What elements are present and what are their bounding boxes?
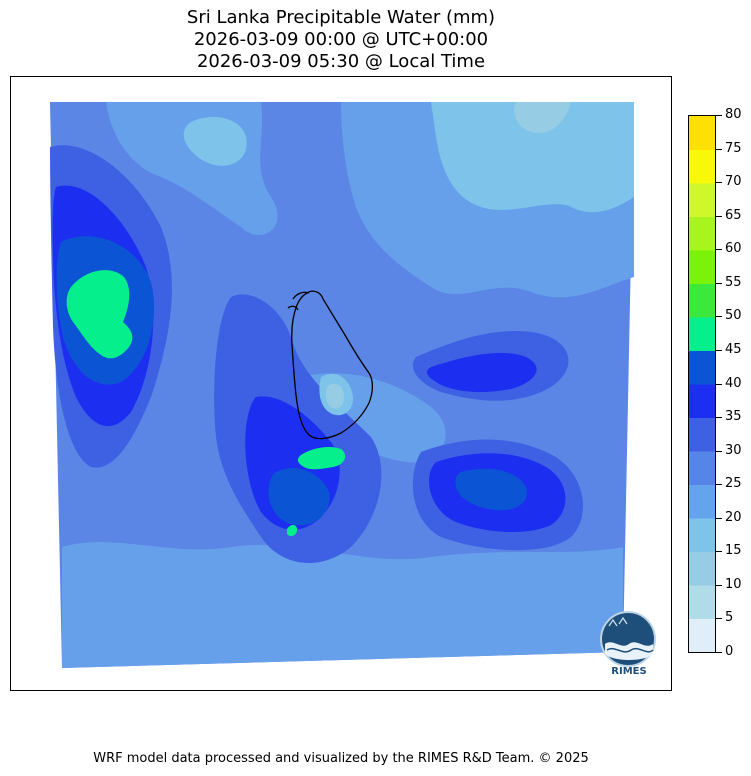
field-dark-ne [426,352,537,393]
field-pale-spot-n [183,117,247,166]
colorbar-swatch-55 [689,250,715,284]
colorbar-tick-label: 65 [725,207,742,223]
colorbar-swatch-5 [689,585,715,619]
colorbar-swatch-0 [689,618,715,652]
colorbar-tick-mark [716,383,722,385]
colorbar-tick-mark [716,450,722,452]
title-line-3: 2026-03-09 05:30 @ Local Time [196,51,486,72]
colorbar-swatch-60 [689,216,715,251]
precipitable-water-map [50,102,634,668]
colorbar-swatches [689,116,715,652]
field-peak-west [66,270,133,359]
colorbar-tick-mark [716,115,722,116]
sri-lanka-coastline [291,290,374,440]
colorbar-swatch-70 [689,149,715,184]
map-panel [10,76,672,691]
colorbar-swatch-45 [689,317,715,351]
rimes-logo: RIMES [599,610,659,678]
colorbar-tick-label: 5 [725,610,734,626]
field-lightest-spot-ne [514,102,571,133]
colorbar-swatch-40 [689,350,715,385]
colorbar-tick-mark [716,249,722,251]
field-light-band-s [62,542,623,668]
colorbar-tick-mark [716,618,722,620]
colorbar-tick-label: 70 [725,174,742,190]
field-darker-east [455,468,527,511]
colorbar-tick-mark [716,349,722,351]
colorbar-tick-label: 30 [725,442,742,458]
colorbar-tick-mark [716,282,722,284]
logo-text: RIMES [611,666,647,677]
colorbar-tick-label: 20 [725,509,742,525]
colorbar-swatch-25 [689,451,715,485]
colorbar-tick-mark [716,584,722,586]
footer-credit: WRF model data processed and visualized … [93,751,589,766]
colorbar-swatch-50 [689,283,715,318]
colorbar-tick-label: 40 [725,375,742,391]
colorbar-tick-label: 45 [725,341,742,357]
jaffna-peninsula [287,291,310,311]
colorbar-swatch-35 [689,384,715,418]
field-peak-center [297,447,346,470]
colorbar-tick-mark [716,417,722,419]
colorbar-tick-mark [716,652,722,653]
colorbar-tick-label: 35 [725,409,742,425]
colorbar-tick-label: 75 [725,140,742,156]
colorbar-swatch-20 [689,484,715,519]
colorbar [688,115,716,653]
title-line-2: 2026-03-09 00:00 @ UTC+00:00 [193,29,489,50]
colorbar-swatch-65 [689,183,715,217]
colorbar-tick-label: 60 [725,241,742,257]
field-pale-band-ne [431,102,634,213]
colorbar-tick-mark [716,182,722,184]
colorbar-tick-mark [716,316,722,318]
colorbar-swatch-10 [689,551,715,586]
field-darker-center [268,468,330,526]
colorbar-tick-label: 0 [725,644,734,659]
colorbar-tick-label: 15 [725,543,742,559]
colorbar-tick-mark [716,517,722,519]
field-lightest-spot-island [325,383,344,409]
colorbar-tick-label: 80 [725,107,742,122]
rimes-globe-logo-icon [600,611,656,667]
colorbar-tick-mark [716,148,722,150]
colorbar-tick-label: 50 [725,308,742,324]
colorbar-tick-mark [716,484,722,486]
field-peak-south [287,525,298,537]
chart-title: Sri Lanka Precipitable Water (mm) 2026-0… [0,7,682,73]
colorbar-swatch-15 [689,518,715,552]
title-line-1: Sri Lanka Precipitable Water (mm) [186,7,496,28]
colorbar-tick-label: 55 [725,274,742,290]
colorbar-swatch-75 [689,116,715,150]
colorbar-tick-mark [716,551,722,553]
colorbar-tick-label: 25 [725,476,742,492]
colorbar-tick-label: 10 [725,576,742,592]
colorbar-tick-mark [716,215,722,217]
colorbar-swatch-30 [689,417,715,452]
